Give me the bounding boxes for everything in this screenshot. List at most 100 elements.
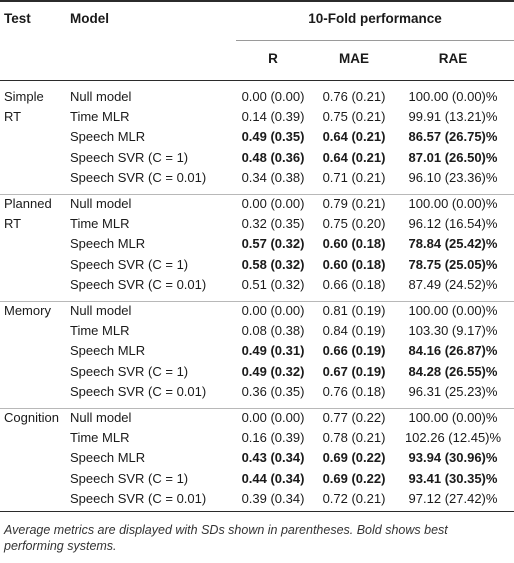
mae-value: 0.75 (0.21) bbox=[322, 109, 386, 125]
r-value: 0.36 (0.35) bbox=[241, 383, 305, 399]
model-name: Speech MLR bbox=[70, 236, 146, 252]
header-test: Test bbox=[4, 11, 31, 26]
test-name-line2: RT bbox=[4, 109, 22, 125]
model-name: Speech SVR (C = 0.01) bbox=[70, 169, 207, 185]
rae-value: 78.75 (25.05)% bbox=[408, 256, 498, 272]
model-name: Speech MLR bbox=[70, 129, 146, 145]
rae-value: 103.30 (9.17)% bbox=[408, 323, 498, 339]
mae-value: 0.67 (0.19) bbox=[322, 363, 386, 379]
header-r: R bbox=[268, 51, 278, 66]
model-name: Speech SVR (C = 0.01) bbox=[70, 276, 207, 292]
rae-value: 99.91 (13.21)% bbox=[408, 109, 498, 125]
rae-value: 87.01 (26.50)% bbox=[408, 149, 498, 165]
header-performance: 10-Fold performance bbox=[308, 11, 442, 26]
r-value: 0.00 (0.00) bbox=[241, 303, 305, 318]
mae-value: 0.64 (0.21) bbox=[322, 149, 386, 165]
r-value: 0.32 (0.35) bbox=[241, 216, 305, 232]
mae-value: 0.81 (0.19) bbox=[322, 303, 386, 318]
rae-value: 87.49 (24.52)% bbox=[408, 276, 498, 292]
mae-value: 0.84 (0.19) bbox=[322, 323, 386, 339]
r-value: 0.43 (0.34) bbox=[241, 450, 305, 466]
table-bottom-rule bbox=[0, 511, 514, 512]
r-value: 0.00 (0.00) bbox=[241, 89, 305, 104]
mae-value: 0.78 (0.21) bbox=[322, 430, 386, 446]
rae-value: 100.00 (0.00)% bbox=[408, 89, 498, 104]
group-divider bbox=[0, 301, 514, 302]
rae-value: 102.26 (12.45)% bbox=[404, 430, 502, 446]
model-name: Time MLR bbox=[70, 430, 130, 446]
r-value: 0.49 (0.35) bbox=[241, 129, 305, 145]
mae-value: 0.69 (0.22) bbox=[322, 450, 386, 466]
rae-value: 78.84 (25.42)% bbox=[408, 236, 498, 252]
model-name: Null model bbox=[70, 410, 132, 425]
r-value: 0.49 (0.31) bbox=[241, 343, 305, 359]
rae-value: 100.00 (0.00)% bbox=[408, 303, 498, 318]
test-name: Memory bbox=[4, 303, 51, 318]
mae-value: 0.64 (0.21) bbox=[322, 129, 386, 145]
mae-value: 0.77 (0.22) bbox=[322, 410, 386, 425]
rae-value: 97.12 (27.42)% bbox=[408, 490, 498, 506]
r-value: 0.58 (0.32) bbox=[241, 256, 305, 272]
mae-value: 0.71 (0.21) bbox=[322, 169, 386, 185]
mae-value: 0.75 (0.20) bbox=[322, 216, 386, 232]
model-name: Speech SVR (C = 1) bbox=[70, 256, 189, 272]
model-name: Speech SVR (C = 0.01) bbox=[70, 490, 207, 506]
rae-value: 96.31 (25.23)% bbox=[408, 383, 498, 399]
table-top-rule bbox=[0, 0, 514, 2]
model-name: Speech SVR (C = 1) bbox=[70, 149, 189, 165]
header-rae: RAE bbox=[438, 51, 468, 66]
rae-value: 96.12 (16.54)% bbox=[408, 216, 498, 232]
mae-value: 0.66 (0.19) bbox=[322, 343, 386, 359]
model-name: Time MLR bbox=[70, 216, 130, 232]
r-value: 0.16 (0.39) bbox=[241, 430, 305, 446]
rae-value: 100.00 (0.00)% bbox=[408, 410, 498, 425]
test-name: Planned bbox=[4, 196, 52, 211]
model-name: Speech SVR (C = 1) bbox=[70, 470, 189, 486]
r-value: 0.48 (0.36) bbox=[241, 149, 305, 165]
model-name: Speech SVR (C = 1) bbox=[70, 363, 189, 379]
rae-value: 84.16 (26.87)% bbox=[408, 343, 498, 359]
header-mae: MAE bbox=[339, 51, 369, 66]
model-name: Speech SVR (C = 0.01) bbox=[70, 383, 207, 399]
r-value: 0.00 (0.00) bbox=[241, 410, 305, 425]
mae-value: 0.79 (0.21) bbox=[322, 196, 386, 211]
rae-value: 100.00 (0.00)% bbox=[408, 196, 498, 211]
rae-value: 86.57 (26.75)% bbox=[408, 129, 498, 145]
model-name: Null model bbox=[70, 89, 132, 104]
group-divider bbox=[0, 408, 514, 409]
test-name: Simple bbox=[4, 89, 44, 104]
r-value: 0.00 (0.00) bbox=[241, 196, 305, 211]
header-model: Model bbox=[70, 11, 109, 26]
test-name: Cognition bbox=[4, 410, 59, 425]
r-value: 0.57 (0.32) bbox=[241, 236, 305, 252]
performance-span-rule bbox=[236, 40, 514, 41]
rae-value: 93.41 (30.35)% bbox=[408, 470, 498, 486]
r-value: 0.34 (0.38) bbox=[241, 169, 305, 185]
model-name: Null model bbox=[70, 196, 132, 211]
mae-value: 0.66 (0.18) bbox=[322, 276, 386, 292]
r-value: 0.08 (0.38) bbox=[241, 323, 305, 339]
model-name: Speech MLR bbox=[70, 343, 146, 359]
header-bottom-rule bbox=[0, 80, 514, 81]
rae-value: 84.28 (26.55)% bbox=[408, 363, 498, 379]
model-name: Time MLR bbox=[70, 109, 130, 125]
model-name: Speech MLR bbox=[70, 450, 146, 466]
model-name: Time MLR bbox=[70, 323, 130, 339]
r-value: 0.14 (0.39) bbox=[241, 109, 305, 125]
table-footnote: Average metrics are displayed with SDs s… bbox=[4, 523, 448, 553]
r-value: 0.51 (0.32) bbox=[241, 276, 305, 292]
r-value: 0.44 (0.34) bbox=[241, 470, 305, 486]
mae-value: 0.76 (0.18) bbox=[322, 383, 386, 399]
rae-value: 93.94 (30.96)% bbox=[408, 450, 498, 466]
group-divider bbox=[0, 194, 514, 195]
mae-value: 0.76 (0.21) bbox=[322, 89, 386, 104]
mae-value: 0.69 (0.22) bbox=[322, 470, 386, 486]
test-name-line2: RT bbox=[4, 216, 22, 232]
mae-value: 0.60 (0.18) bbox=[322, 256, 386, 272]
mae-value: 0.72 (0.21) bbox=[322, 490, 386, 506]
rae-value: 96.10 (23.36)% bbox=[408, 169, 498, 185]
model-name: Null model bbox=[70, 303, 132, 318]
r-value: 0.39 (0.34) bbox=[241, 490, 305, 506]
r-value: 0.49 (0.32) bbox=[241, 363, 305, 379]
